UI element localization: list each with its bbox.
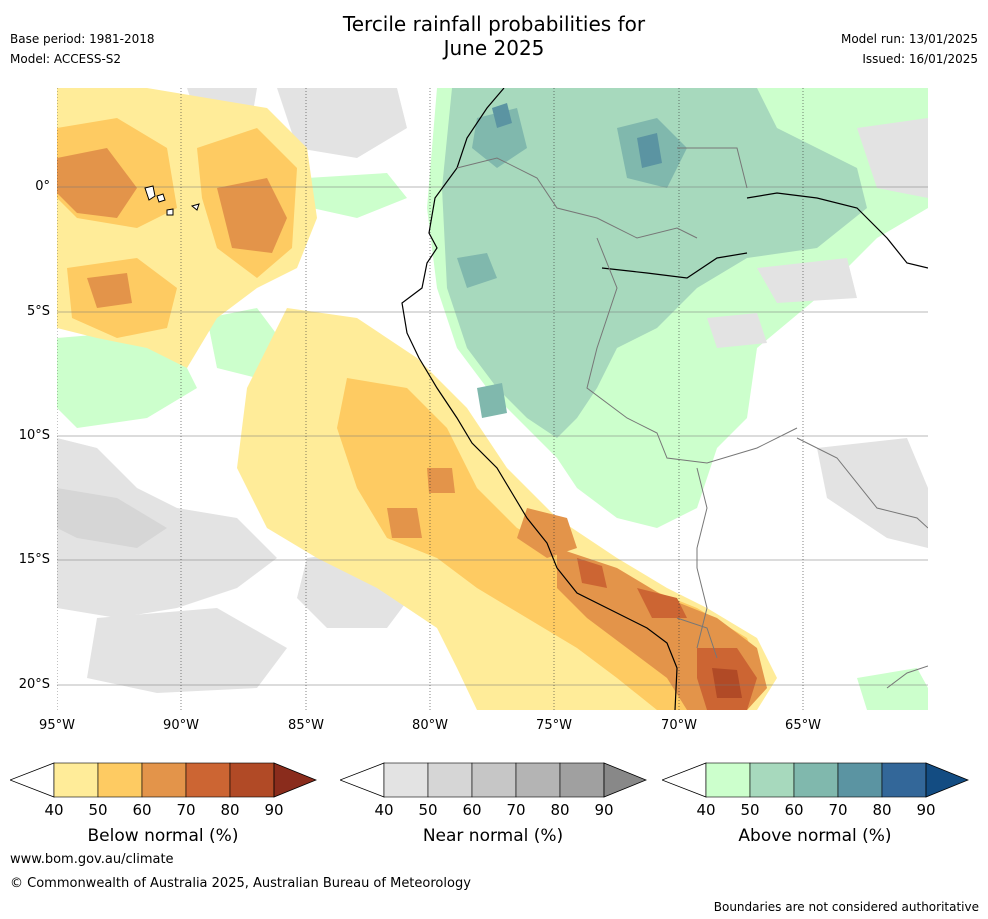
cbar2-tick: 50 [740,801,760,819]
cbar2-tick: 40 [696,801,716,819]
galapagos-islands [144,185,200,216]
lon-label-70w: 70°W [661,718,697,733]
lat-label-20s: 20°S [18,677,50,692]
lon-label-85w: 85°W [288,718,324,733]
cbar0-tick: 80 [220,801,240,819]
colorbar-near-title: Near normal (%) [422,826,564,846]
cbar1-tick: 70 [506,801,526,819]
colorbar-above-swatches [660,762,970,798]
map-title-line1: Tercile rainfall probabilities for [342,12,646,36]
footer-url: www.bom.gov.au/climate [10,852,174,867]
swatch [749,762,795,798]
map-canvas [57,88,928,710]
coastline [401,88,928,710]
colorbar-below-swatches [8,762,318,798]
swatch [471,762,517,798]
lat-label-10s: 10°S [18,428,50,443]
cbar0-tick: 70 [176,801,196,819]
swatch [97,762,143,798]
cbar0-tick: 90 [264,801,284,819]
cbar0-tick: 40 [44,801,64,819]
swatch [53,762,99,798]
meta-right: Model run: 13/01/2025 Issued: 16/01/2025 [841,31,978,67]
above-normal-field [57,88,928,710]
lon-label-65w: 65°W [785,718,821,733]
graticule [57,88,928,710]
cbar2-tick: 60 [784,801,804,819]
cbar1-tick: 50 [418,801,438,819]
colorbar-below-normal [8,762,318,798]
footer-note: Boundaries are not considered authoritat… [713,900,979,914]
colorbar-below-title: Below normal (%) [87,826,239,846]
swatch [837,762,883,798]
model-name: Model: ACCESS-S2 [10,52,122,66]
cbar2-tick: 70 [828,801,848,819]
cbar1-tick: 60 [462,801,482,819]
cbar1-tick: 80 [550,801,570,819]
swatch [141,762,187,798]
swatch [185,762,231,798]
base-period: Base period: 1981-2018 [10,32,155,46]
swatch [925,762,970,798]
probability-map [57,88,928,710]
swatch [383,762,429,798]
colorbar-near-normal [338,762,648,798]
meta-left: Base period: 1981-2018 Model: ACCESS-S2 [10,31,155,67]
model-run: Model run: 13/01/2025 [840,32,978,46]
cbar1-tick: 40 [374,801,394,819]
swatch [881,762,927,798]
swatch [229,762,275,798]
lat-label-5s: 5°S [26,304,50,319]
lon-label-95w: 95°W [39,718,75,733]
swatch [793,762,839,798]
swatch [559,762,605,798]
issued-date: Issued: 16/01/2025 [862,52,978,66]
swatch [273,762,318,798]
lon-label-75w: 75°W [536,718,572,733]
swatch [603,762,648,798]
below-normal-field [57,88,777,710]
lat-label-0: 0° [35,179,50,194]
lon-label-90w: 90°W [163,718,199,733]
colorbar-above-normal [660,762,970,798]
map-title-line2: June 2025 [443,36,545,60]
cbar2-tick: 90 [916,801,936,819]
cbar0-tick: 50 [88,801,108,819]
swatch [705,762,751,798]
cbar2-tick: 80 [872,801,892,819]
lat-label-15s: 15°S [18,552,50,567]
country-borders [456,147,928,689]
footer-copyright: © Commonwealth of Australia 2025, Austra… [10,876,471,891]
swatch [515,762,561,798]
cbar0-tick: 60 [132,801,152,819]
colorbar-near-swatches [338,762,648,798]
lon-label-80w: 80°W [412,718,448,733]
swatch [427,762,473,798]
cbar1-tick: 90 [594,801,614,819]
colorbar-above-title: Above normal (%) [738,826,892,846]
map-title: Tercile rainfall probabilities for June … [0,12,988,60]
